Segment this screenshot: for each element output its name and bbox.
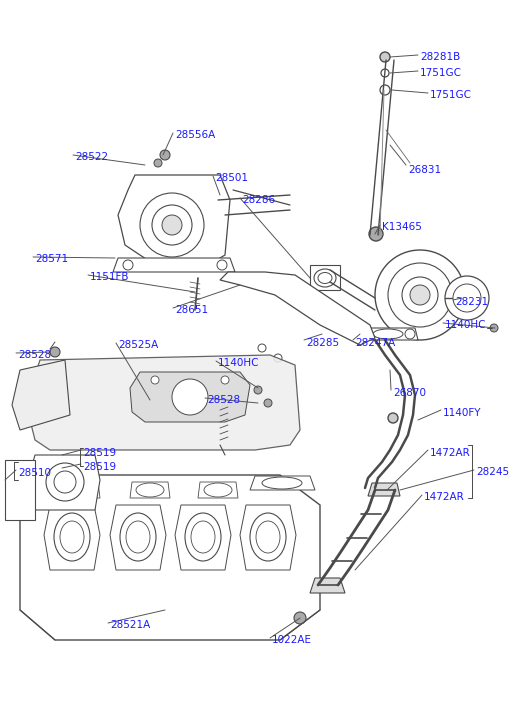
Ellipse shape xyxy=(54,471,76,493)
Polygon shape xyxy=(12,360,70,430)
Text: 28528: 28528 xyxy=(18,350,51,360)
Ellipse shape xyxy=(66,483,94,497)
Text: 1140HC: 1140HC xyxy=(445,320,486,330)
Text: 28281B: 28281B xyxy=(420,52,460,62)
Circle shape xyxy=(380,85,390,95)
Circle shape xyxy=(172,379,208,415)
Ellipse shape xyxy=(204,483,232,497)
Polygon shape xyxy=(310,578,345,593)
Circle shape xyxy=(362,329,372,339)
Text: 1022AE: 1022AE xyxy=(272,635,312,645)
Text: 28556A: 28556A xyxy=(175,130,215,140)
Circle shape xyxy=(388,263,452,327)
Polygon shape xyxy=(60,482,100,498)
Text: 1140HC: 1140HC xyxy=(218,358,260,368)
Ellipse shape xyxy=(373,329,403,339)
Circle shape xyxy=(369,227,383,241)
Ellipse shape xyxy=(256,521,280,553)
Circle shape xyxy=(445,276,489,320)
Ellipse shape xyxy=(120,513,156,561)
Polygon shape xyxy=(310,265,340,290)
Ellipse shape xyxy=(191,521,215,553)
Polygon shape xyxy=(130,482,170,498)
Text: 28521A: 28521A xyxy=(110,620,150,630)
Circle shape xyxy=(254,386,262,394)
Text: 28519: 28519 xyxy=(83,462,116,472)
Ellipse shape xyxy=(136,483,164,497)
Polygon shape xyxy=(198,482,238,498)
Text: 26831: 26831 xyxy=(408,165,441,175)
Polygon shape xyxy=(130,372,250,422)
Text: 28519: 28519 xyxy=(83,448,116,458)
Ellipse shape xyxy=(46,463,84,501)
Circle shape xyxy=(402,277,438,313)
Circle shape xyxy=(258,344,266,352)
Circle shape xyxy=(264,399,272,407)
Circle shape xyxy=(453,284,481,312)
Polygon shape xyxy=(20,475,320,640)
Circle shape xyxy=(162,215,182,235)
Circle shape xyxy=(410,285,430,305)
Text: 1751GC: 1751GC xyxy=(430,90,472,100)
Ellipse shape xyxy=(314,269,336,287)
Ellipse shape xyxy=(60,521,84,553)
Polygon shape xyxy=(44,505,100,570)
Polygon shape xyxy=(368,483,400,496)
Polygon shape xyxy=(28,455,100,510)
Text: 28231: 28231 xyxy=(455,297,488,307)
Polygon shape xyxy=(5,460,35,520)
Text: 1140FY: 1140FY xyxy=(443,408,481,418)
Text: 28528: 28528 xyxy=(207,395,240,405)
Ellipse shape xyxy=(185,513,221,561)
Ellipse shape xyxy=(250,513,286,561)
Circle shape xyxy=(405,329,415,339)
Text: 28247A: 28247A xyxy=(355,338,395,348)
Circle shape xyxy=(381,69,389,77)
Circle shape xyxy=(140,193,204,257)
Text: 1472AR: 1472AR xyxy=(424,492,465,502)
Text: 28245: 28245 xyxy=(476,467,509,477)
Text: 1151FB: 1151FB xyxy=(90,272,129,282)
Circle shape xyxy=(217,260,227,270)
Polygon shape xyxy=(110,505,166,570)
Circle shape xyxy=(221,376,229,384)
Text: 1472AR: 1472AR xyxy=(430,448,471,458)
Text: 28571: 28571 xyxy=(35,254,68,264)
Text: 28285: 28285 xyxy=(306,338,339,348)
Circle shape xyxy=(50,347,60,357)
Circle shape xyxy=(490,324,498,332)
Circle shape xyxy=(123,260,133,270)
Polygon shape xyxy=(175,505,231,570)
Circle shape xyxy=(151,376,159,384)
Circle shape xyxy=(274,354,282,362)
Text: 28510: 28510 xyxy=(18,468,51,478)
Ellipse shape xyxy=(126,521,150,553)
Polygon shape xyxy=(118,175,230,270)
Circle shape xyxy=(375,250,465,340)
Ellipse shape xyxy=(262,477,302,489)
Text: 28501: 28501 xyxy=(215,173,248,183)
Text: 28651: 28651 xyxy=(175,305,208,315)
Text: 28522: 28522 xyxy=(75,152,108,162)
Polygon shape xyxy=(240,505,296,570)
Circle shape xyxy=(154,159,162,167)
Text: 28525A: 28525A xyxy=(118,340,158,350)
Text: 1751GC: 1751GC xyxy=(420,68,462,78)
Text: 28286: 28286 xyxy=(242,195,275,205)
Circle shape xyxy=(388,413,398,423)
Polygon shape xyxy=(357,328,418,340)
Text: 26870: 26870 xyxy=(393,388,426,398)
Ellipse shape xyxy=(318,273,332,284)
Ellipse shape xyxy=(54,513,90,561)
Text: K13465: K13465 xyxy=(382,222,422,232)
Circle shape xyxy=(160,150,170,160)
Polygon shape xyxy=(220,272,375,345)
Circle shape xyxy=(294,612,306,624)
Polygon shape xyxy=(113,258,235,272)
Circle shape xyxy=(380,52,390,62)
Circle shape xyxy=(152,205,192,245)
Polygon shape xyxy=(30,355,300,450)
Polygon shape xyxy=(250,476,315,490)
